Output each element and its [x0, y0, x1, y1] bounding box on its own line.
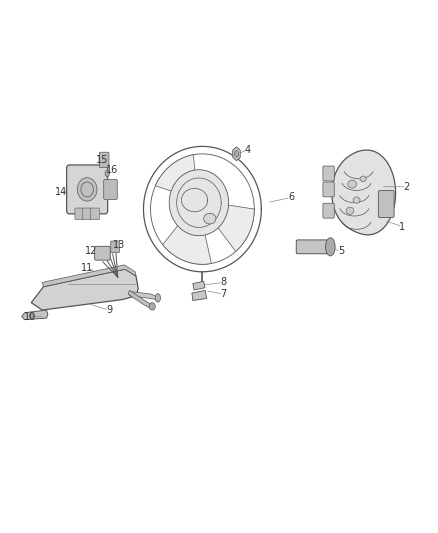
Ellipse shape — [149, 303, 155, 310]
Text: 5: 5 — [338, 246, 344, 255]
FancyBboxPatch shape — [99, 152, 109, 167]
Text: 9: 9 — [106, 305, 112, 315]
FancyBboxPatch shape — [323, 166, 334, 181]
FancyBboxPatch shape — [83, 208, 92, 220]
Ellipse shape — [204, 213, 216, 224]
Text: 11: 11 — [81, 263, 93, 272]
Ellipse shape — [81, 182, 93, 197]
Ellipse shape — [348, 180, 357, 188]
Text: 1: 1 — [399, 222, 406, 232]
Polygon shape — [31, 269, 138, 310]
FancyBboxPatch shape — [111, 241, 120, 253]
Polygon shape — [169, 169, 229, 236]
Polygon shape — [155, 155, 196, 196]
Text: 10: 10 — [24, 312, 36, 322]
Text: 8: 8 — [220, 278, 226, 287]
FancyBboxPatch shape — [75, 208, 84, 220]
Polygon shape — [192, 290, 207, 301]
Ellipse shape — [234, 151, 239, 157]
Text: 13: 13 — [113, 240, 125, 250]
Ellipse shape — [360, 176, 366, 182]
Text: 12: 12 — [85, 246, 98, 255]
Text: 4: 4 — [244, 144, 251, 155]
FancyBboxPatch shape — [296, 240, 327, 254]
Polygon shape — [162, 213, 212, 264]
Text: 14: 14 — [55, 187, 67, 197]
Text: 7: 7 — [220, 289, 226, 299]
Ellipse shape — [105, 170, 110, 176]
Ellipse shape — [346, 207, 354, 214]
Ellipse shape — [29, 314, 33, 318]
Polygon shape — [332, 150, 396, 235]
Polygon shape — [233, 147, 240, 161]
Text: 2: 2 — [404, 182, 410, 192]
Text: 16: 16 — [106, 165, 118, 175]
Polygon shape — [21, 310, 48, 320]
Polygon shape — [130, 292, 157, 300]
Polygon shape — [208, 203, 254, 252]
FancyBboxPatch shape — [378, 190, 394, 217]
Polygon shape — [193, 281, 205, 290]
Ellipse shape — [325, 238, 335, 256]
FancyBboxPatch shape — [104, 179, 117, 199]
FancyBboxPatch shape — [95, 246, 110, 260]
FancyBboxPatch shape — [323, 182, 334, 197]
FancyBboxPatch shape — [323, 203, 334, 218]
Text: 6: 6 — [288, 192, 294, 203]
Polygon shape — [128, 290, 151, 308]
Ellipse shape — [77, 177, 97, 201]
Ellipse shape — [353, 197, 360, 203]
FancyBboxPatch shape — [91, 208, 99, 220]
Text: 15: 15 — [96, 155, 108, 165]
Ellipse shape — [155, 294, 160, 302]
FancyBboxPatch shape — [67, 165, 108, 214]
Polygon shape — [42, 265, 136, 287]
